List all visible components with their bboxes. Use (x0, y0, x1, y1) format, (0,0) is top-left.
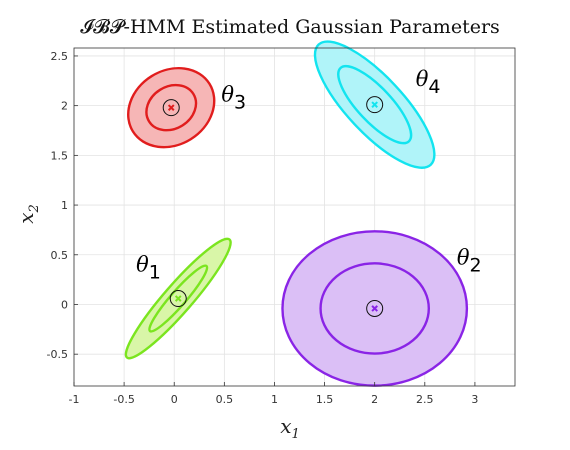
gaussian-label-1: θ1 (136, 253, 161, 284)
gaussian-4 (313, 40, 436, 169)
mean-circle-marker (169, 290, 187, 308)
x-tick-label: 2 (371, 393, 378, 406)
x-tick-label: 1.5 (316, 393, 334, 406)
y-axis-label-sub: 2 (27, 204, 42, 213)
label-subscript: 2 (470, 255, 482, 277)
axis-ticks: -1 -0.5 0 0.5 1 1.5 2 2.5 3 -0.5 0 0.5 1 1.5 2 2.5 (47, 50, 479, 406)
mean-x-marker (167, 104, 175, 111)
inner-covariance-ellipse (319, 262, 431, 355)
label-subscript: 3 (234, 92, 246, 114)
label-base: θ (416, 67, 429, 91)
x-axis-label-base: x (280, 414, 291, 438)
label-subscript: 1 (149, 262, 161, 284)
gaussian-3 (127, 66, 216, 149)
label-base: θ (136, 253, 149, 277)
label-base: θ (221, 83, 234, 107)
y-axis-label: x2 (14, 204, 42, 224)
mean-x-marker (371, 305, 378, 312)
chart-title: 𝓘𝓑𝓟-HMM Estimated Gaussian Parameters (80, 16, 500, 38)
grid (73, 48, 515, 386)
x-axis-label: x1 (280, 414, 300, 442)
ellipse-layer (124, 40, 469, 387)
y-tick-label: 2 (61, 100, 68, 113)
x-tick-label: -0.5 (113, 393, 134, 406)
x-tick-label: -1 (69, 393, 80, 406)
plot-area (73, 47, 516, 387)
label-base: θ (457, 246, 470, 270)
y-tick-label: -0.5 (47, 348, 68, 361)
inner-covariance-ellipse (145, 83, 198, 132)
mean-x-marker (371, 101, 378, 108)
mean-circle-marker (366, 299, 384, 317)
gaussian-label-2: θ2 (457, 246, 482, 277)
x-tick-label: 3 (471, 393, 478, 406)
y-tick-label: 2.5 (51, 50, 69, 63)
mean-circle-marker (366, 96, 384, 114)
gaussian-1 (124, 237, 232, 360)
gaussian-label-4: θ4 (416, 67, 441, 98)
y-tick-label: 1.5 (51, 149, 69, 162)
x-tick-label: 2.5 (416, 393, 434, 406)
mean-x-marker (174, 295, 182, 302)
x-tick-label: 0.5 (216, 393, 234, 406)
x-tick-label: 0 (171, 393, 178, 406)
gaussian-2 (281, 230, 469, 387)
mean-circle-marker (162, 99, 180, 117)
y-axis-label-base: x (14, 213, 38, 224)
x-tick-label: 1 (271, 393, 278, 406)
y-tick-label: 1 (61, 199, 68, 212)
gaussian-label-3: θ3 (221, 83, 246, 114)
inner-covariance-ellipse (337, 65, 413, 145)
y-tick-label: 0.5 (51, 249, 69, 262)
y-tick-label: 0 (61, 298, 68, 311)
label-subscript: 4 (428, 76, 440, 98)
x-axis-label-sub: 1 (292, 427, 300, 442)
